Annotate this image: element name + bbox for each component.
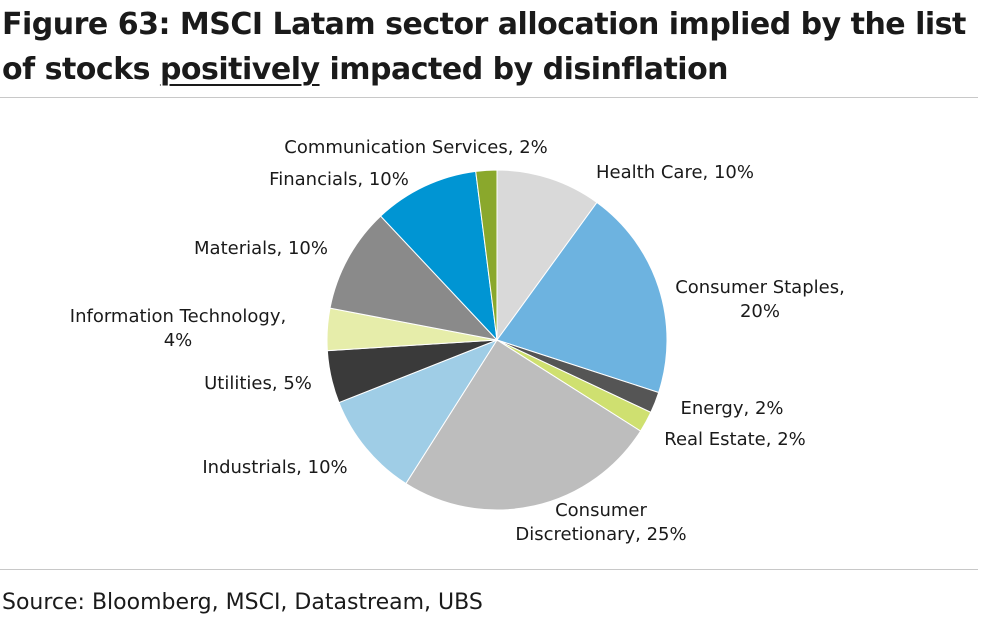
pie-slice-health-care — [496, 169, 598, 342]
slice-label-financials: Financials, 10% — [269, 169, 409, 190]
pie-slices — [326, 169, 668, 511]
pie-slice-materials — [329, 215, 499, 341]
figure-title: Figure 63: MSCI Latam sector allocation … — [2, 2, 988, 92]
slice-label-communication-services: Communication Services, 2% — [284, 137, 548, 158]
sector-pie-chart: Health Care, 10% Consumer Staples, 20% Ener… — [70, 137, 845, 545]
slice-label-materials: Materials, 10% — [194, 238, 328, 259]
slice-label-energy: Energy, 2% — [680, 398, 783, 419]
slice-label-consumer-staples: Consumer Staples, 20% — [675, 277, 845, 322]
slice-label-health-care: Health Care, 10% — [596, 162, 754, 183]
pie-slice-financials — [379, 170, 498, 342]
title-emphasis: positively — [159, 52, 320, 87]
slice-label-utilities: Utilities, 5% — [204, 373, 312, 394]
slice-label-information-technology: Information Technology, 4% — [70, 306, 286, 351]
title-text-end: impacted by disinflation — [319, 52, 729, 87]
pie-labels: Health Care, 10% Consumer Staples, 20% Ener… — [70, 137, 845, 545]
source-note: Source: Bloomberg, MSCI, Datastream, UBS — [2, 590, 483, 615]
pie-slice-consumer-staples — [496, 201, 668, 394]
title-text-start: Figure 63: MSCI Latam sector allocation … — [2, 7, 966, 87]
pie-slice-communication-services — [475, 169, 498, 341]
pie-slice-consumer-discretionary — [405, 339, 642, 511]
source-divider — [0, 569, 978, 570]
slice-label-consumer-discretionary: Consumer Discretionary, 25% — [515, 500, 686, 545]
title-divider — [0, 97, 978, 98]
slice-label-real-estate: Real Estate, 2% — [664, 429, 806, 450]
pie-slice-industrials — [338, 338, 499, 485]
slice-label-industrials: Industrials, 10% — [202, 457, 347, 478]
